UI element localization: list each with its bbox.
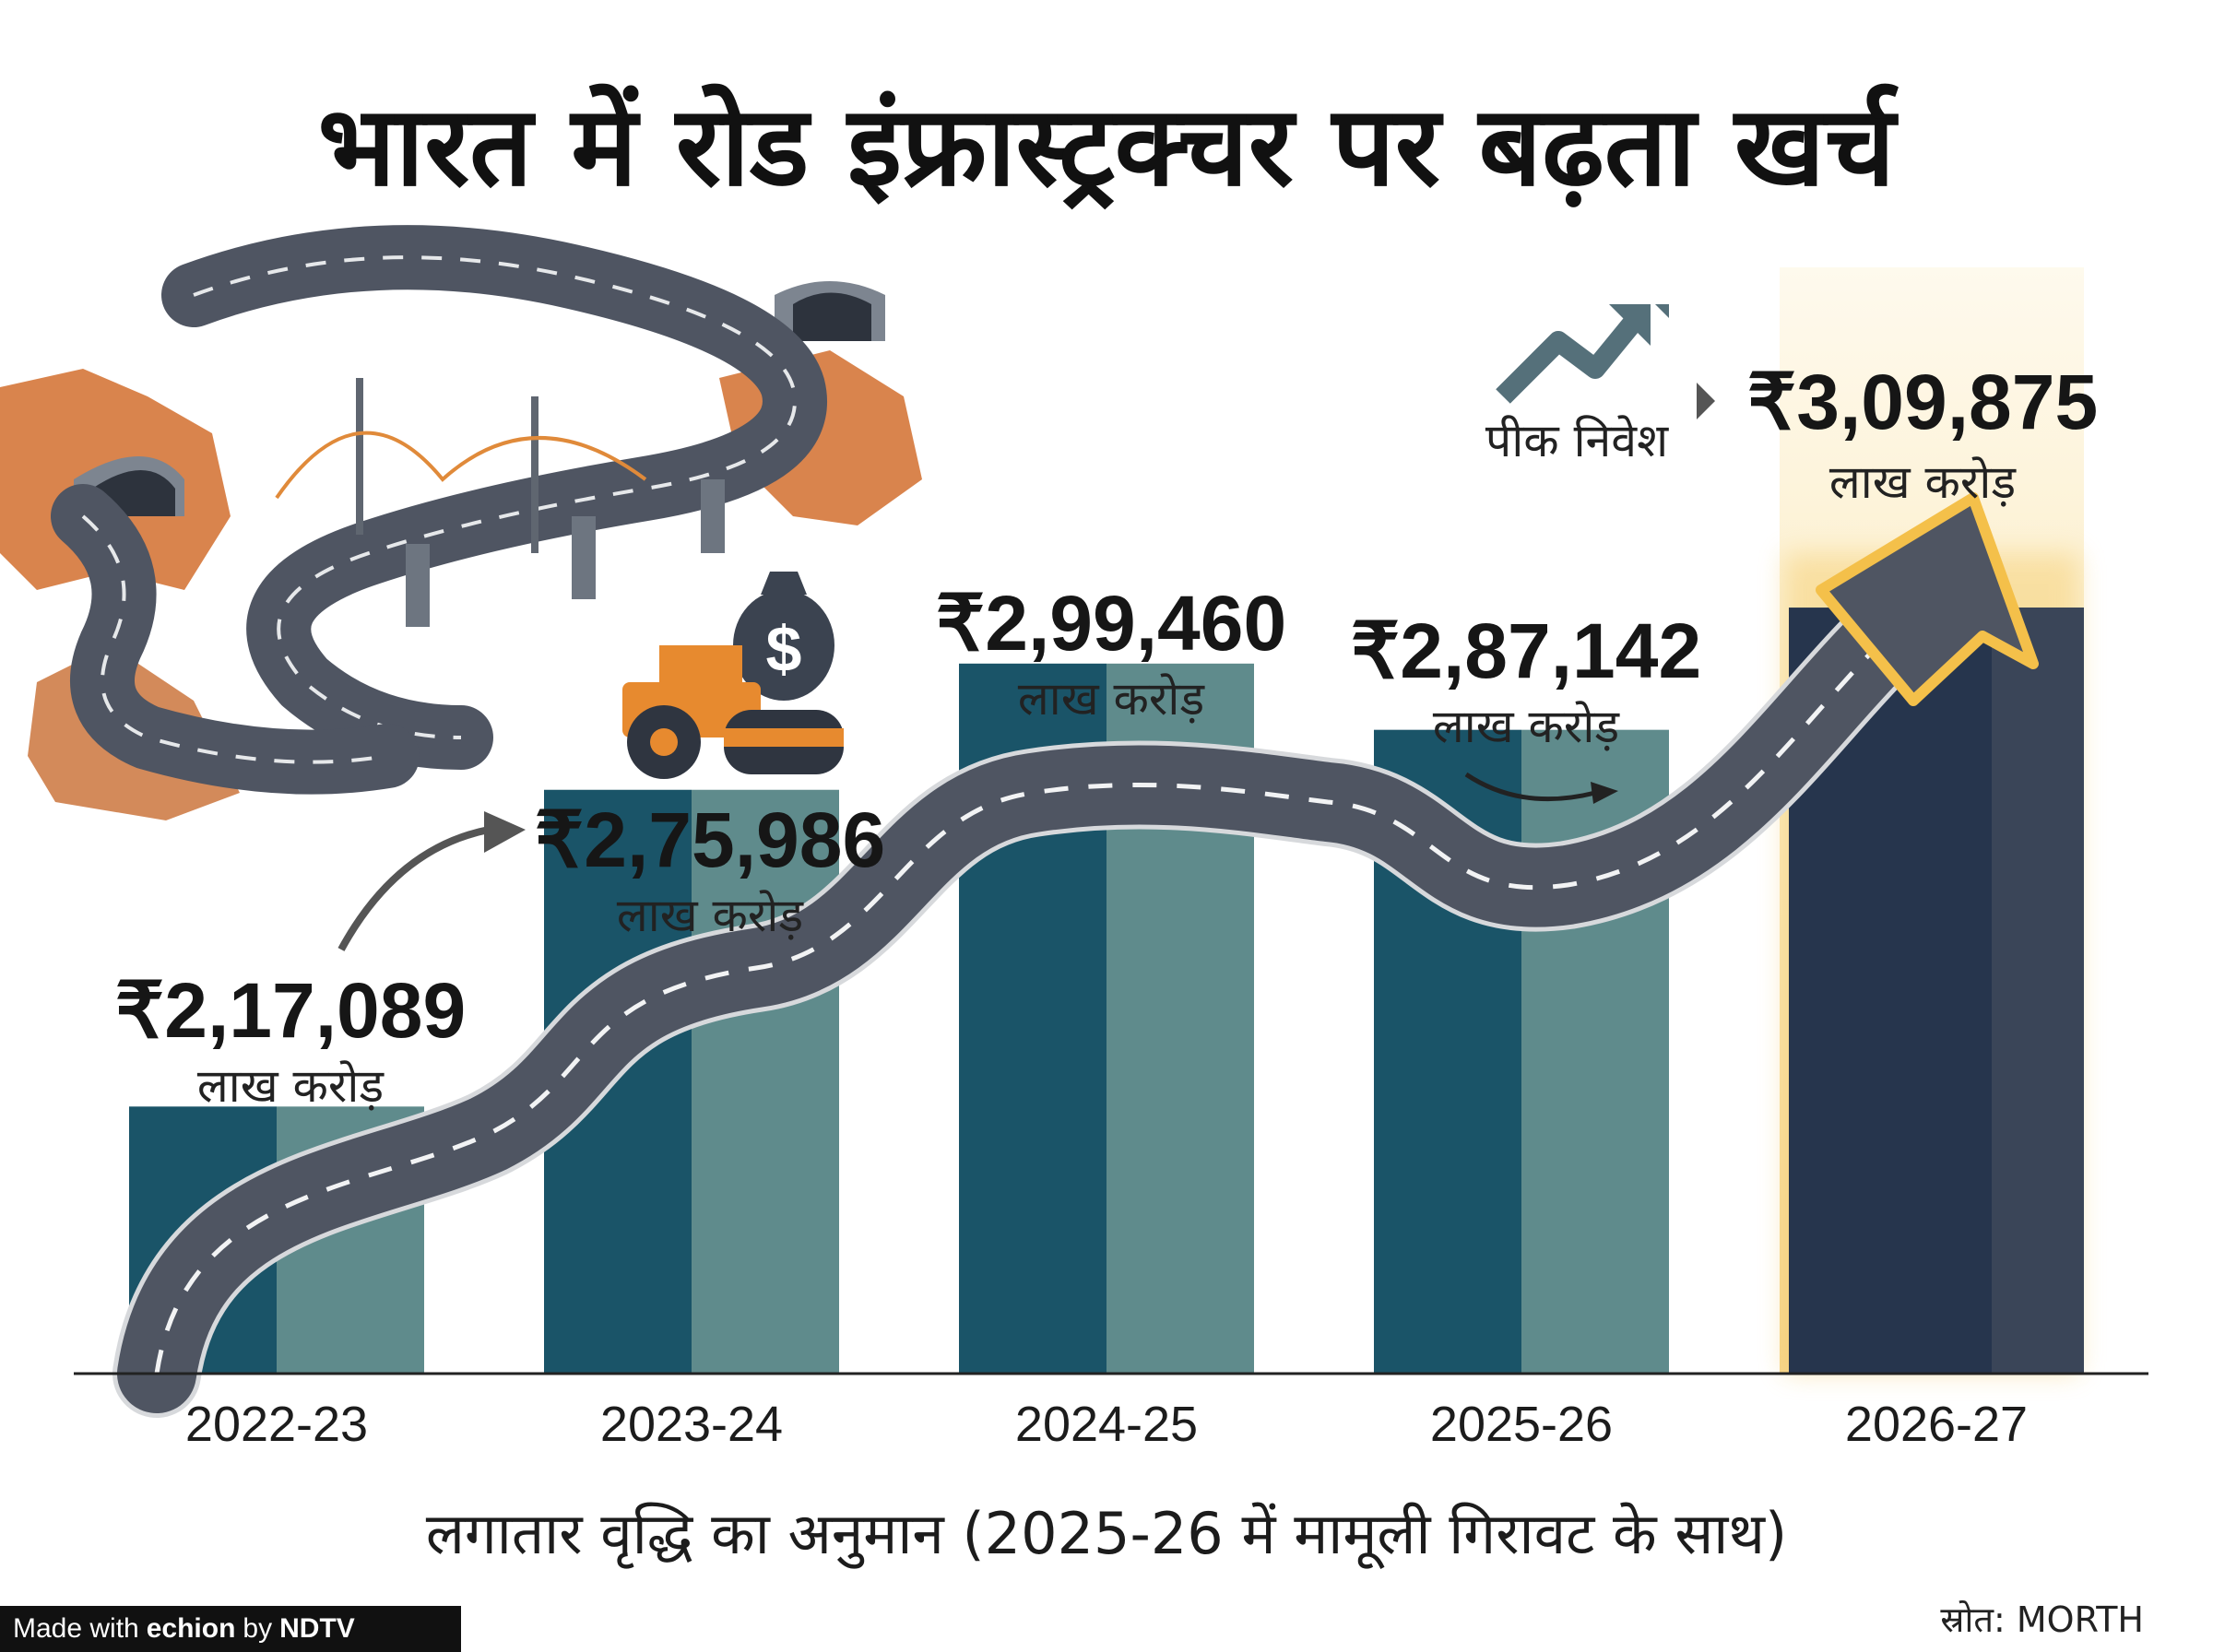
road-ribbon-icon bbox=[112, 492, 2039, 1418]
unit-label-2026-27: लाख करोड़ bbox=[1829, 455, 2017, 509]
x-tick-2024-25: 2024-25 bbox=[1015, 1397, 1198, 1452]
badge-by: by bbox=[243, 1613, 273, 1644]
x-tick-2023-24: 2023-24 bbox=[600, 1397, 783, 1452]
source-label: स्रोत: MORTH bbox=[1940, 1599, 2144, 1640]
bridge-illustration-icon bbox=[0, 225, 922, 820]
svg-text:$: $ bbox=[766, 613, 802, 685]
badge-brand: echion bbox=[146, 1613, 236, 1644]
x-tick-2026-27: 2026-27 bbox=[1845, 1397, 2028, 1452]
bar-shade-2023-24 bbox=[692, 789, 839, 1374]
arrow-head-icon-2 bbox=[1591, 782, 1618, 804]
x-axis-ticks: 2022-23 2023-24 2024-25 2025-26 2026-27 bbox=[185, 1397, 2028, 1452]
trend-up-icon bbox=[1496, 304, 1669, 404]
badge-publisher: NDTV bbox=[279, 1613, 355, 1644]
unit-label-2023-24: लाख करोड़ bbox=[617, 889, 804, 942]
page-title: भारत में रोड इंफ्रास्ट्रक्चर पर बढ़ता खर… bbox=[318, 83, 1899, 211]
peak-label: पीक निवेश bbox=[1485, 414, 1669, 467]
value-label-2022-23: ₹2,17,089 bbox=[115, 967, 466, 1054]
x-tick-2022-23: 2022-23 bbox=[185, 1397, 368, 1452]
unit-label-2024-25: लाख करोड़ bbox=[1018, 672, 1205, 726]
value-label-2025-26: ₹2,87,142 bbox=[1351, 608, 1701, 694]
arrow-head-icon bbox=[484, 811, 526, 853]
arrow-icon bbox=[337, 826, 490, 951]
unit-label-2022-23: लाख करोड़ bbox=[197, 1059, 385, 1113]
chart-subtitle: लगातार वृद्धि का अनुमान (2025-26 में माम… bbox=[426, 1500, 1787, 1569]
badge-made-with: Made with bbox=[13, 1613, 139, 1644]
value-label-2023-24: ₹2,75,986 bbox=[535, 796, 885, 883]
road-roller-icon: $ bbox=[622, 572, 844, 779]
unit-label-2025-26: लाख करोड़ bbox=[1433, 700, 1620, 753]
value-label-2024-25: ₹2,99,460 bbox=[936, 580, 1286, 667]
made-with-badge: Made with echion by NDTV bbox=[0, 1606, 461, 1652]
peak-pointer-icon bbox=[1697, 383, 1715, 419]
value-label-2026-27: ₹3,09,875 bbox=[1747, 359, 2098, 445]
arrow-icon-2 bbox=[1464, 772, 1596, 802]
x-tick-2025-26: 2025-26 bbox=[1430, 1397, 1613, 1452]
bar-shade-2026-27 bbox=[1992, 608, 2084, 1374]
